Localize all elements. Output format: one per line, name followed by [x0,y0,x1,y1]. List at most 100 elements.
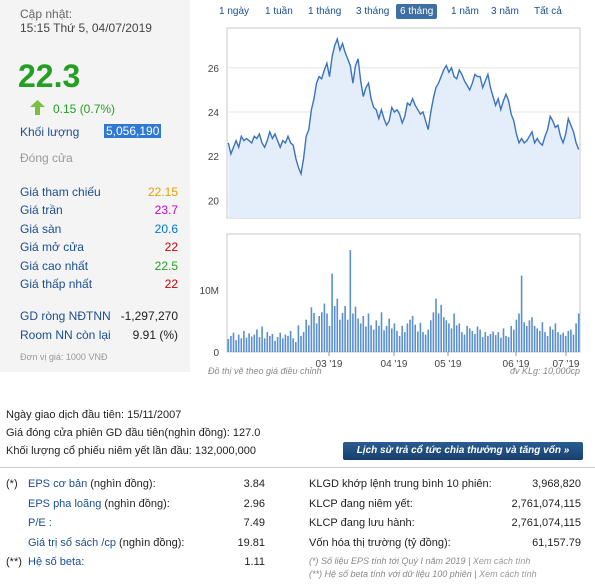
price-label: Giá sàn [20,222,62,236]
volume-bar [463,334,466,352]
volume-bar [440,304,442,352]
volume-bar [370,325,372,352]
volume-bar [404,332,406,352]
current-price: 22.3 [18,58,81,94]
footnote-beta-link[interactable]: Xem cách tính [479,569,537,579]
price-line [227,36,580,177]
volume-bar [515,319,518,352]
volume-bar [333,306,336,352]
x-tick-label: 03 '19 [316,359,343,370]
price-value: 23.7 [154,203,178,217]
row-unit: (nghìn đồng): [119,537,185,549]
volume-bar [243,330,245,352]
footnote-eps-link[interactable]: Xem cách tính [472,556,531,566]
volume-bar [344,306,346,352]
volume-bar [552,329,554,352]
tab-range[interactable]: 3 năm [491,6,519,17]
volume-bar [432,312,435,352]
tab-range[interactable]: Tất cả [534,6,562,17]
volume-bar [554,323,557,352]
volume-tick-label: 0 [213,348,219,359]
share-row-value: 2,761,074,115 [511,517,581,529]
price-value: 22.15 [147,185,178,199]
volume-bar [297,325,300,352]
volume-bar [549,326,551,352]
volume-bar [352,313,354,352]
volume-bar [422,332,424,352]
volume-bar [287,335,289,352]
foreign-room-label: Room NN còn lại [20,328,111,342]
volume-bar [427,329,429,352]
volume-bar [505,335,507,352]
volume-bar [240,338,243,352]
volume-bar [409,319,411,352]
volume-bar [419,322,422,352]
volume-bar [276,337,279,352]
volume-bar [271,334,274,352]
volume-bar [393,323,396,352]
row-label: EPS pha loãng (nghìn đồng): [28,498,170,510]
tab-range[interactable]: 6 tháng [396,4,438,19]
volume-bar [458,323,461,352]
volume-bar [289,330,292,352]
price-tick-label: 26 [208,64,220,75]
volume-bar [235,340,237,352]
volume-bar [396,330,398,352]
volume-bar [230,335,232,352]
volume-bar [256,329,258,352]
volume-bar [357,318,359,352]
price-change: 0.15 (0.7%) [53,102,116,116]
share-row-label-text: KLCP đang lưu hành: [309,517,415,529]
volume-bar [274,340,276,352]
share-row-value: 3,968,820 [532,478,581,490]
x-tick-label: 04 '19 [381,359,408,370]
summary-panel: Cập nhật: 15:15 Thứ 5, 04/07/2019 22.3 0… [0,0,190,372]
row-label-text: Giá trị sổ sách /cp [28,537,117,549]
volume-bar [388,318,390,352]
volume-bar [411,316,414,352]
market-status: Đóng cửa [20,151,73,165]
tab-range[interactable]: 1 tuần [265,6,293,17]
tab-range[interactable]: 1 năm [451,6,479,17]
volume-bar [295,342,297,352]
volume-bar [557,332,559,352]
row-value: 19.81 [237,537,265,549]
volume-bar [476,326,479,352]
volume-bar [339,319,341,352]
volume-bar [562,332,564,352]
volume-bar [445,320,448,352]
volume-bar [461,332,463,352]
x-tick-label: 06 '19 [503,359,530,370]
volume-bar [528,320,531,352]
footnote-beta: (**) Hệ số beta tính với dữ liệu 100 phi… [309,569,537,579]
price-label: Giá tham chiếu [20,185,101,199]
price-volume-chart: 20 22 24 26 0 10M 03 '19 04 '19 05 '19 06 '19 07 '… [200,27,581,376]
volume-bar [406,323,409,352]
share-row-value: 2,761,074,115 [511,498,581,510]
volume-bar [492,331,494,352]
row-mark: (*) [6,478,18,490]
volume-tick-label: 10M [200,286,219,297]
dividend-history-button[interactable]: Lịch sử trả cổ tức chia thưởng và tăng v… [343,442,583,460]
foreign-net-value: -1,297,270 [120,309,178,323]
volume-bar [536,328,538,352]
row-value: 3.84 [243,478,265,490]
tab-range[interactable]: 1 ngày [219,6,250,17]
volume-bar [227,339,230,352]
volume-bar [572,334,575,352]
volume-bar [245,337,248,352]
volume-bar [378,325,380,352]
tab-range[interactable]: 3 tháng [356,6,390,17]
row-label: P/E : [28,517,52,529]
volume-bar [577,313,580,352]
price-area [228,39,579,218]
volume-bar [455,325,458,352]
volume-bar [336,298,339,352]
volume-bar [544,332,546,352]
volume-bar [401,325,403,352]
chart-note-unit: đv KLg: 10,000cp [510,366,580,376]
volume-value: 5,056,190 [104,124,162,138]
row-label-text: P/E : [28,517,52,529]
tab-range[interactable]: 1 tháng [308,6,342,17]
up-arrow-icon [30,100,45,118]
